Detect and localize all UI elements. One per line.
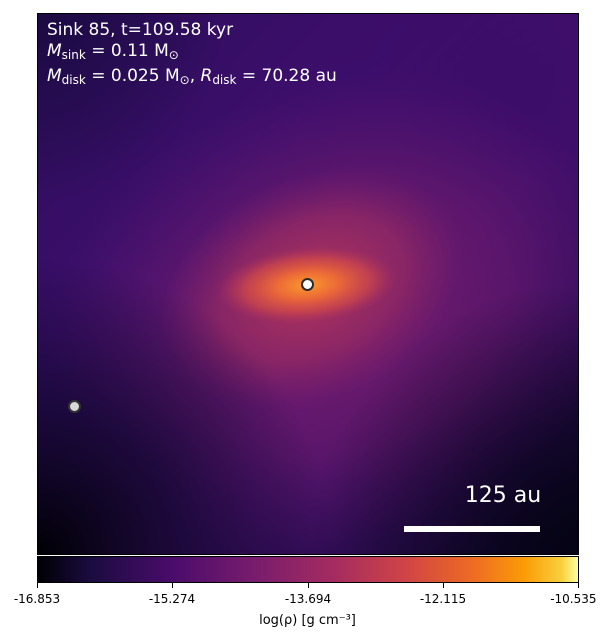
- info-text-block: Sink 85, t=109.58 kyr Msink = 0.11 M⊙ Md…: [47, 20, 337, 91]
- colorbar-tick: [443, 583, 444, 588]
- sink-mass-line: Msink = 0.11 M⊙: [47, 41, 337, 66]
- m-disk-value: = 0.025 M: [85, 66, 180, 86]
- primary-sink-marker: [301, 278, 314, 291]
- r-disk-symbol: R: [200, 66, 213, 86]
- m-disk-subscript: disk: [61, 73, 86, 87]
- m-disk-symbol: M: [47, 66, 62, 86]
- sink-title: Sink 85, t=109.58 kyr: [47, 20, 234, 40]
- colorbar-label: log(ρ) [g cm⁻³]: [0, 613, 615, 628]
- m-disk-unit-subscript: ⊙: [179, 73, 190, 87]
- colorbar-tick-label: -12.115: [419, 592, 467, 606]
- m-sink-value: = 0.11 M: [85, 41, 169, 61]
- scale-bar-label: 125 au: [464, 483, 542, 508]
- r-disk-value: = 70.28 au: [236, 66, 337, 86]
- r-disk-subscript: disk: [212, 73, 237, 87]
- m-sink-subscript: sink: [61, 48, 86, 62]
- colorbar-tick: [172, 583, 173, 588]
- colorbar-tick-label: -10.535: [550, 592, 597, 606]
- colorbar-tick-label: -15.274: [148, 592, 196, 606]
- m-sink-unit-subscript: ⊙: [168, 48, 179, 62]
- colorbar-tick-label: -13.694: [284, 592, 332, 606]
- colorbar-tick-label: -16.853: [13, 592, 61, 606]
- colorbar-tick: [308, 583, 309, 588]
- colorbar-tick: [578, 583, 579, 588]
- r-disk-separator: ,: [189, 66, 201, 86]
- colorbar: [37, 556, 579, 583]
- colorbar-tick: [37, 583, 38, 588]
- secondary-sink-marker: [68, 400, 81, 413]
- scale-bar: [404, 526, 540, 532]
- density-map-panel: Sink 85, t=109.58 kyr Msink = 0.11 M⊙ Md…: [37, 13, 579, 555]
- m-sink-symbol: M: [47, 41, 62, 61]
- colorbar-label-text: log(ρ) [g cm⁻³]: [259, 613, 356, 628]
- disk-line: Mdisk = 0.025 M⊙, Rdisk = 70.28 au: [47, 66, 337, 91]
